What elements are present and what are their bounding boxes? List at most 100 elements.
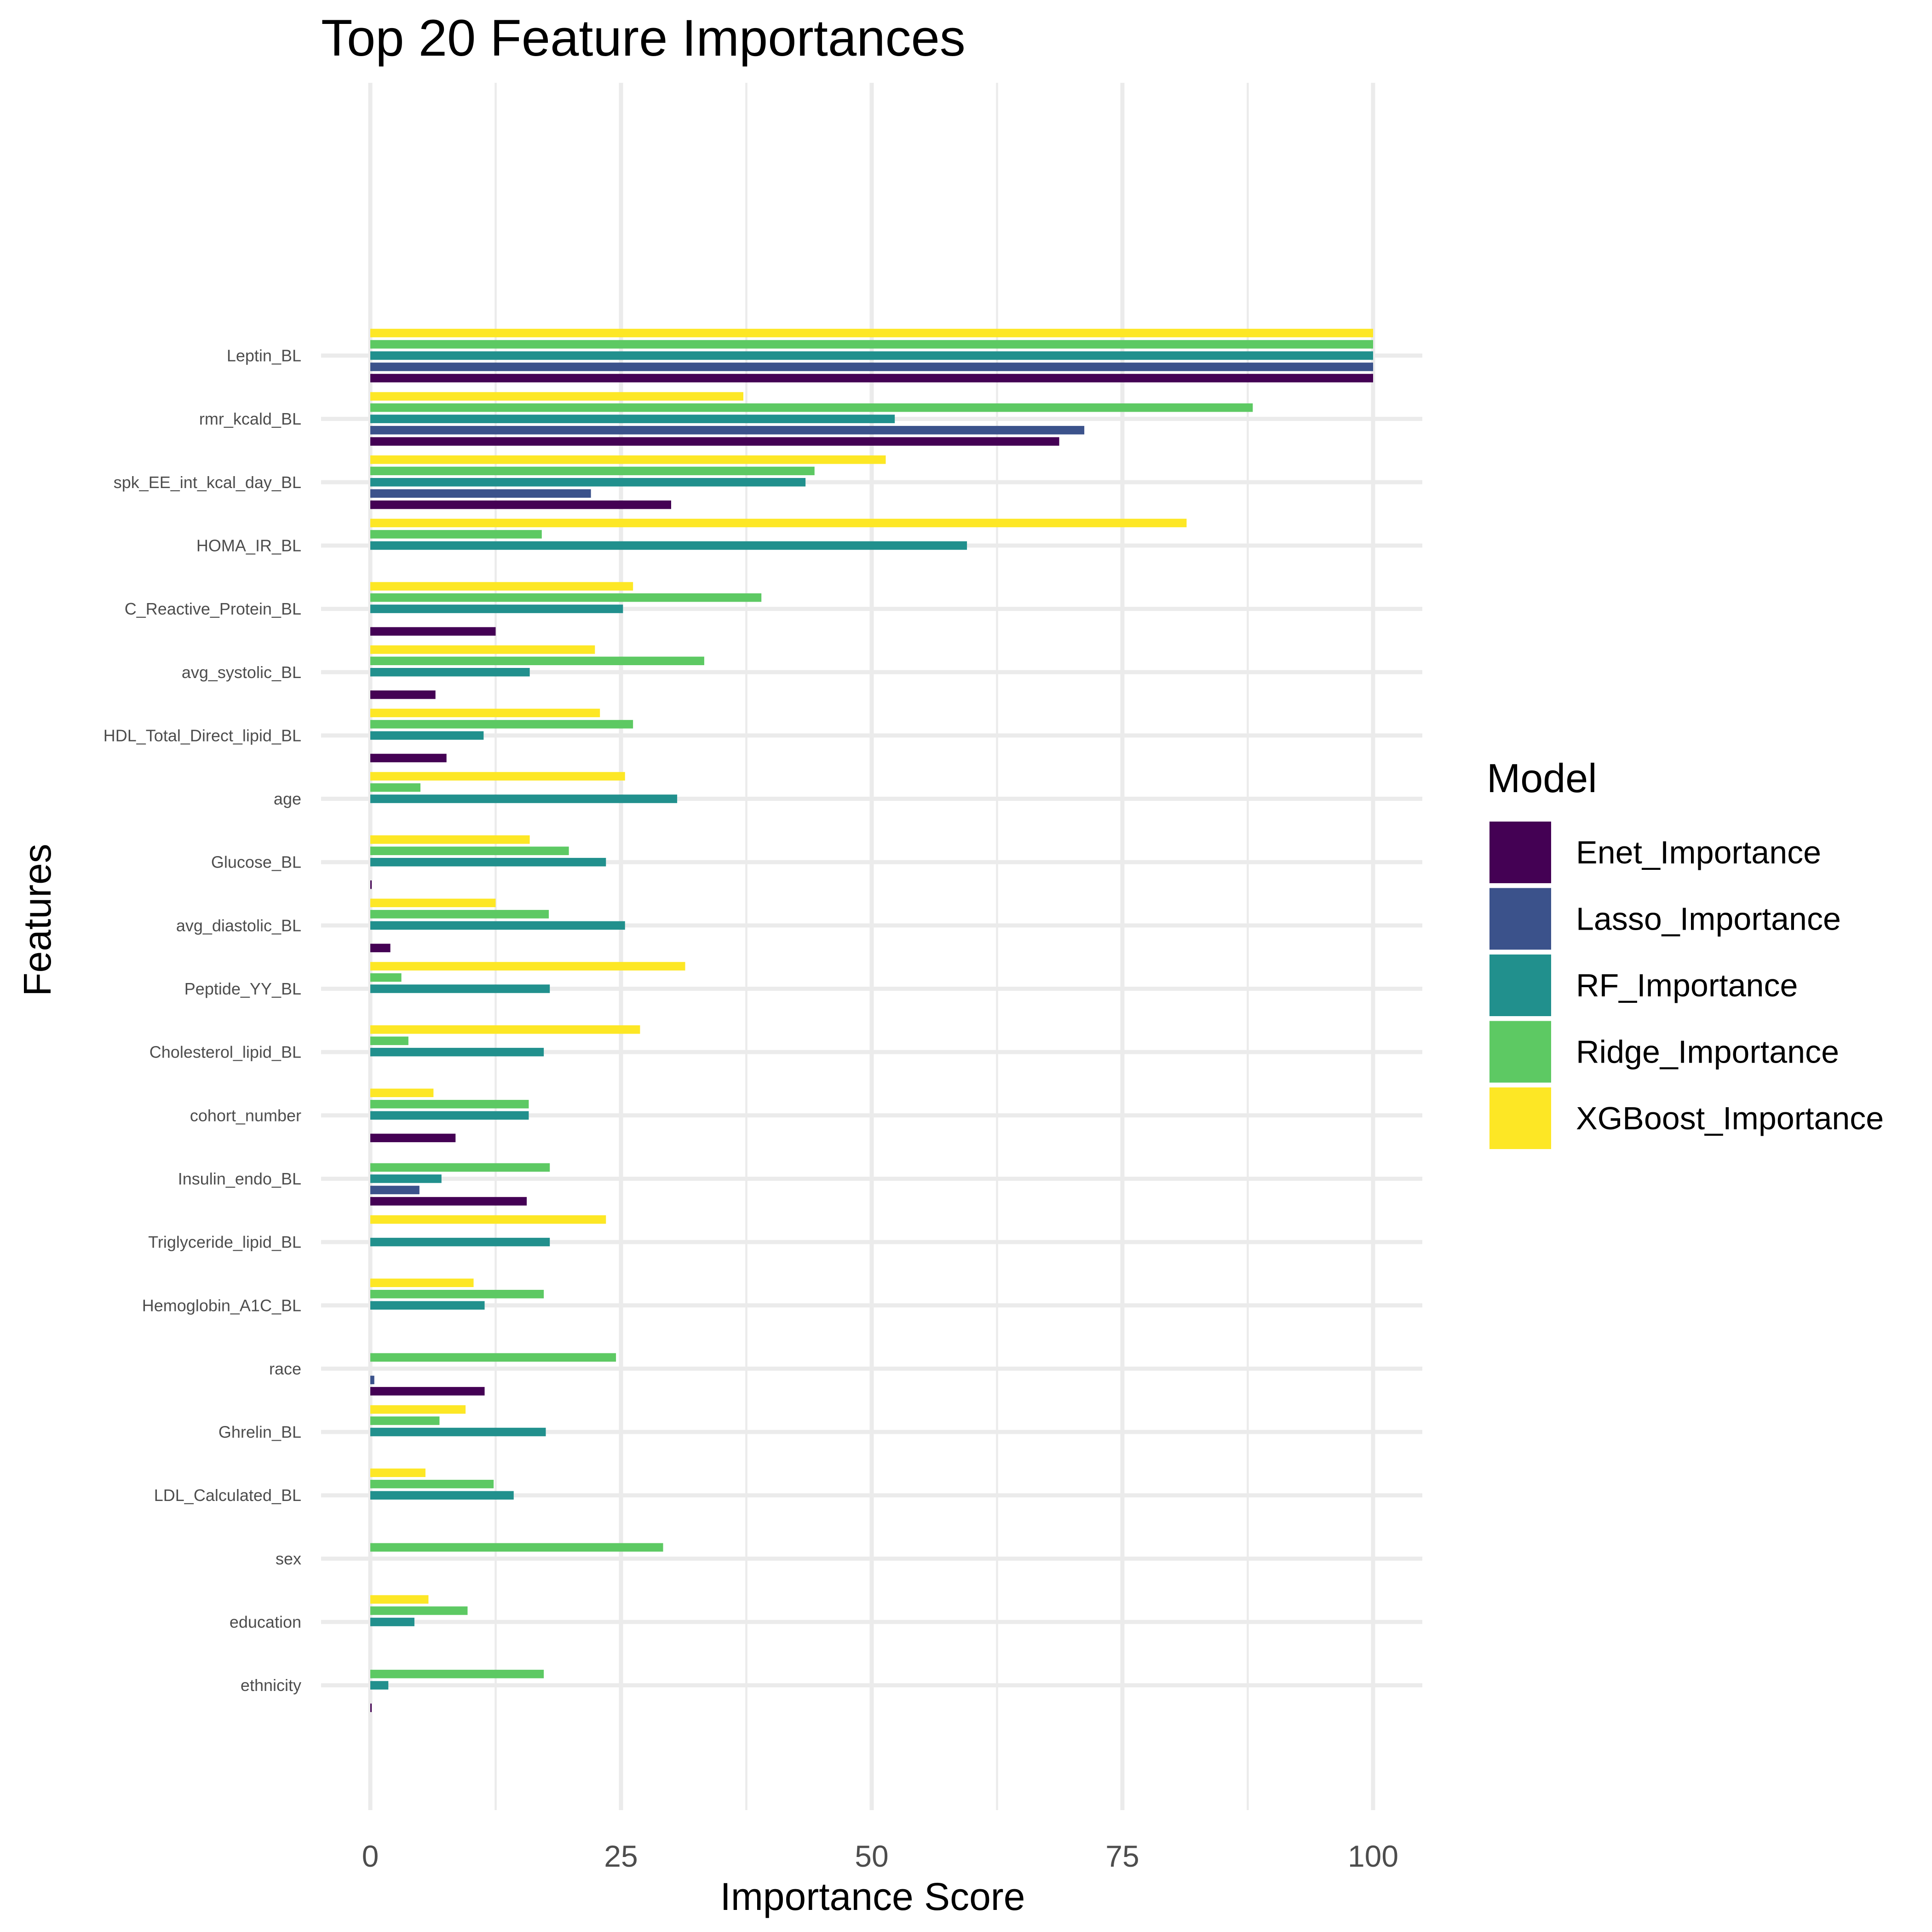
x-tick-label: 25 bbox=[604, 1839, 638, 1873]
bar-Ridge_Importance-Ghrelin_BL bbox=[370, 1416, 440, 1425]
bar-Enet_Importance-avg_systolic_BL bbox=[370, 690, 436, 699]
bar-RF_Importance-avg_diastolic_BL bbox=[370, 921, 625, 930]
bar-XGBoost_Importance-Peptide_YY_BL bbox=[370, 962, 685, 971]
bar-Lasso_Importance-rmr_kcald_BL bbox=[370, 426, 1085, 435]
y-tick-label: Hemoglobin_A1C_BL bbox=[142, 1296, 301, 1315]
bar-RF_Importance-Ghrelin_BL bbox=[370, 1427, 546, 1437]
bar-RF_Importance-LDL_Calculated_BL bbox=[370, 1491, 514, 1500]
bar-Ridge_Importance-LDL_Calculated_BL bbox=[370, 1479, 494, 1489]
x-tick-label: 100 bbox=[1348, 1839, 1398, 1873]
bar-XGBoost_Importance-rmr_kcald_BL bbox=[370, 392, 743, 401]
bar-Ridge_Importance-sex bbox=[370, 1543, 663, 1552]
y-axis-tick-labels: Leptin_BL rmr_kcald_BL spk_EE_int_kcal_day… bbox=[104, 346, 301, 1695]
bar-Ridge_Importance-avg_systolic_BL bbox=[370, 656, 704, 665]
bar-Ridge_Importance-HOMA_IR_BL bbox=[370, 530, 542, 539]
y-tick-label: HDL_Total_Direct_lipid_BL bbox=[104, 726, 301, 745]
y-axis-title: Features bbox=[16, 844, 59, 996]
bar-RF_Importance-Glucose_BL bbox=[370, 857, 606, 867]
x-tick-label: 75 bbox=[1105, 1839, 1139, 1873]
bar-Enet_Importance-ethnicity bbox=[370, 1703, 372, 1712]
bar-Enet_Importance-C_Reactive_Protein_BL bbox=[370, 627, 496, 636]
y-tick-label: education bbox=[230, 1613, 301, 1632]
bar-XGBoost_Importance-Triglyceride_lipid_BL bbox=[370, 1215, 606, 1224]
bar-RF_Importance-Hemoglobin_A1C_BL bbox=[370, 1301, 485, 1310]
bar-XGBoost_Importance-HDL_Total_Direct_lipid_BL bbox=[370, 708, 600, 718]
chart-title: Top 20 Feature Importances bbox=[321, 9, 966, 67]
legend-label: Ridge_Importance bbox=[1576, 1034, 1839, 1070]
y-tick-label: LDL_Calculated_BL bbox=[154, 1486, 301, 1505]
x-tick-label: 50 bbox=[855, 1839, 888, 1873]
legend-items: Enet_Importance Lasso_Importance RF_Import… bbox=[1489, 822, 1884, 1149]
bar-Ridge_Importance-rmr_kcald_BL bbox=[370, 403, 1253, 412]
legend-label: Enet_Importance bbox=[1576, 834, 1821, 870]
bar-XGBoost_Importance-LDL_Calculated_BL bbox=[370, 1468, 426, 1477]
y-tick-label: Triglyceride_lipid_BL bbox=[148, 1233, 301, 1252]
y-tick-label: HOMA_IR_BL bbox=[196, 536, 301, 555]
bar-RF_Importance-HOMA_IR_BL bbox=[370, 541, 967, 550]
bar-XGBoost_Importance-Leptin_BL bbox=[370, 328, 1373, 338]
bar-Enet_Importance-avg_diastolic_BL bbox=[370, 943, 391, 953]
legend-key-Enet_Importance bbox=[1489, 822, 1551, 883]
y-tick-label: cohort_number bbox=[190, 1106, 301, 1125]
bar-XGBoost_Importance-education bbox=[370, 1595, 429, 1604]
legend-title: Model bbox=[1487, 755, 1597, 801]
bar-XGBoost_Importance-spk_EE_int_kcal_day_BL bbox=[370, 455, 886, 464]
bar-Ridge_Importance-Insulin_endo_BL bbox=[370, 1163, 550, 1172]
bar-RF_Importance-C_Reactive_Protein_BL bbox=[370, 604, 623, 613]
legend-label: XGBoost_Importance bbox=[1576, 1100, 1884, 1136]
bar-XGBoost_Importance-Cholesterol_lipid_BL bbox=[370, 1025, 640, 1034]
bar-Enet_Importance-HDL_Total_Direct_lipid_BL bbox=[370, 753, 447, 763]
bar-Enet_Importance-Leptin_BL bbox=[370, 374, 1373, 383]
bars bbox=[370, 328, 1373, 1712]
bar-RF_Importance-Triglyceride_lipid_BL bbox=[370, 1237, 550, 1247]
bar-RF_Importance-Insulin_endo_BL bbox=[370, 1174, 442, 1183]
y-tick-label: Insulin_endo_BL bbox=[178, 1169, 301, 1188]
bar-Lasso_Importance-Leptin_BL bbox=[370, 362, 1373, 371]
bar-RF_Importance-HDL_Total_Direct_lipid_BL bbox=[370, 731, 484, 740]
bar-Ridge_Importance-Glucose_BL bbox=[370, 846, 569, 855]
y-tick-label: ethnicity bbox=[241, 1676, 301, 1695]
bar-XGBoost_Importance-avg_systolic_BL bbox=[370, 645, 595, 654]
bar-Ridge_Importance-Leptin_BL bbox=[370, 340, 1373, 349]
x-axis-title: Importance Score bbox=[720, 1875, 1025, 1918]
bar-RF_Importance-age bbox=[370, 794, 678, 803]
bar-Ridge_Importance-age bbox=[370, 783, 420, 792]
bar-RF_Importance-cohort_number bbox=[370, 1111, 529, 1120]
bar-XGBoost_Importance-Hemoglobin_A1C_BL bbox=[370, 1278, 474, 1287]
y-tick-label: Ghrelin_BL bbox=[218, 1423, 301, 1442]
bar-XGBoost_Importance-cohort_number bbox=[370, 1088, 434, 1098]
bar-Enet_Importance-rmr_kcald_BL bbox=[370, 437, 1059, 446]
bar-Enet_Importance-spk_EE_int_kcal_day_BL bbox=[370, 500, 671, 509]
bar-RF_Importance-rmr_kcald_BL bbox=[370, 414, 895, 423]
bar-Ridge_Importance-cohort_number bbox=[370, 1100, 529, 1109]
y-tick-label: race bbox=[269, 1359, 301, 1378]
y-tick-label: rmr_kcald_BL bbox=[199, 409, 301, 428]
bar-Ridge_Importance-C_Reactive_Protein_BL bbox=[370, 593, 762, 602]
legend-key-Ridge_Importance bbox=[1489, 1021, 1551, 1083]
bar-RF_Importance-Cholesterol_lipid_BL bbox=[370, 1047, 544, 1057]
bar-Ridge_Importance-avg_diastolic_BL bbox=[370, 910, 549, 919]
y-tick-label: Leptin_BL bbox=[227, 346, 301, 365]
y-tick-label: age bbox=[274, 789, 301, 808]
bar-Enet_Importance-race bbox=[370, 1387, 485, 1396]
legend-label: RF_Importance bbox=[1576, 967, 1798, 1003]
y-tick-label: Peptide_YY_BL bbox=[184, 979, 301, 998]
bar-RF_Importance-education bbox=[370, 1617, 414, 1627]
bar-XGBoost_Importance-avg_diastolic_BL bbox=[370, 898, 496, 908]
bar-RF_Importance-ethnicity bbox=[370, 1681, 389, 1690]
bar-Ridge_Importance-race bbox=[370, 1353, 616, 1362]
y-tick-label: spk_EE_int_kcal_day_BL bbox=[114, 473, 301, 492]
bar-Ridge_Importance-HDL_Total_Direct_lipid_BL bbox=[370, 720, 633, 729]
bar-Enet_Importance-Glucose_BL bbox=[370, 880, 372, 889]
y-tick-label: avg_diastolic_BL bbox=[176, 916, 301, 935]
legend-key-XGBoost_Importance bbox=[1489, 1087, 1551, 1149]
bar-Lasso_Importance-race bbox=[370, 1375, 374, 1385]
bar-XGBoost_Importance-C_Reactive_Protein_BL bbox=[370, 582, 633, 591]
bar-Ridge_Importance-ethnicity bbox=[370, 1669, 544, 1679]
bar-RF_Importance-avg_systolic_BL bbox=[370, 668, 530, 677]
bar-Enet_Importance-cohort_number bbox=[370, 1133, 456, 1143]
y-tick-label: sex bbox=[276, 1549, 301, 1568]
legend-label: Lasso_Importance bbox=[1576, 901, 1841, 937]
legend-key-RF_Importance bbox=[1489, 954, 1551, 1016]
